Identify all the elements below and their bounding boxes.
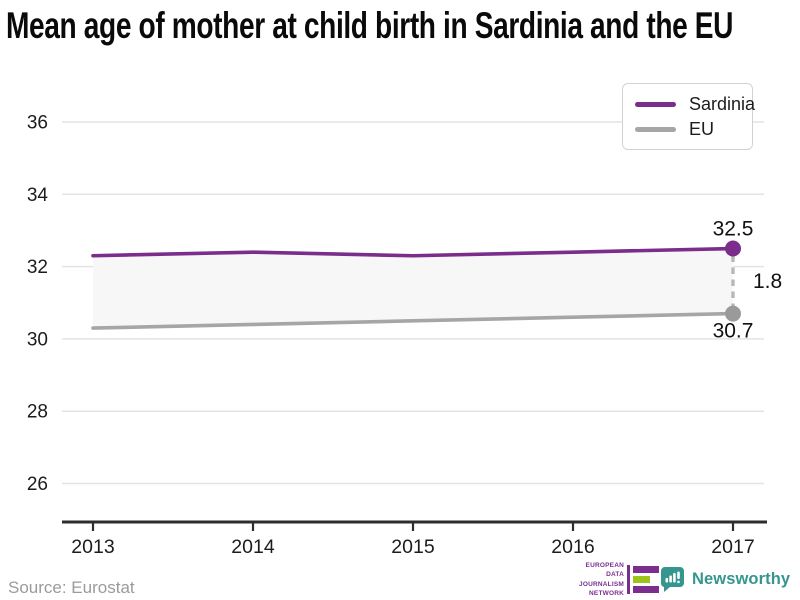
newsworthy-logo: Newsworthy xyxy=(660,564,790,594)
newsworthy-icon xyxy=(660,567,684,592)
xtick-label-2016: 2016 xyxy=(551,536,594,558)
ytick-label-34: 34 xyxy=(27,185,49,206)
series-line-eu xyxy=(91,311,735,330)
gap-value-label: 1.8 xyxy=(753,270,782,293)
xtick-label-2014: 2014 xyxy=(231,536,275,558)
ytick-label-30: 30 xyxy=(27,329,48,350)
ytick-label-32: 32 xyxy=(27,257,48,278)
legend-item-eu: EU xyxy=(635,117,752,142)
edjn-logo-bars xyxy=(632,565,659,594)
edjn-logo-text: EUROPEAN DATA JOURNALISM NETWORK xyxy=(579,561,624,597)
edjn-bar-middle xyxy=(632,575,650,584)
eu-end-value: 30.7 xyxy=(713,320,754,343)
ytick-label-36: 36 xyxy=(27,113,48,134)
legend-item-sardinia: Sardinia xyxy=(635,92,756,117)
eu-end-dot xyxy=(725,305,741,322)
sardinia-end-dot xyxy=(725,240,741,257)
ytick-label-28: 28 xyxy=(27,402,48,423)
eu-line-swatch xyxy=(635,127,676,132)
series-line-sardinia xyxy=(91,246,735,258)
series-gap-band xyxy=(93,248,733,329)
xtick-label-2017: 2017 xyxy=(711,536,754,558)
chart-legend: Sardinia EU xyxy=(622,83,756,150)
xtick-label-2015: 2015 xyxy=(391,536,435,558)
edjn-logo-mark xyxy=(627,565,630,594)
legend-label-sardinia: Sardinia xyxy=(689,94,756,114)
edjn-bar-top xyxy=(632,565,659,574)
legend-label-eu: EU xyxy=(689,119,715,139)
edjn-bar-bottom xyxy=(632,585,659,594)
newsworthy-label: Newsworthy xyxy=(692,569,791,588)
edjn-logo: EUROPEAN DATA JOURNALISM NETWORK xyxy=(566,561,659,597)
xtick-label-2013: 2013 xyxy=(71,536,114,558)
sardinia-line-swatch xyxy=(635,102,676,107)
source-note: Source: Eurostat xyxy=(8,578,135,597)
sardinia-end-value: 32.5 xyxy=(713,218,754,241)
ytick-label-26: 26 xyxy=(27,474,48,495)
chart-title: Mean age of mother at child birth in Sar… xyxy=(6,5,734,46)
